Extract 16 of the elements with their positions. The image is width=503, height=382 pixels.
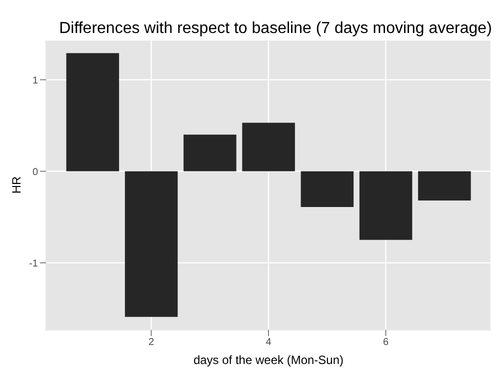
y-tick-label: -1	[29, 258, 38, 270]
bar	[124, 171, 178, 317]
y-axis-title: HR	[9, 176, 24, 194]
bar	[300, 171, 354, 207]
chart-title: Differences with respect to baseline (7 days moving average)	[58, 20, 493, 38]
bar	[418, 171, 471, 201]
y-tick-label: 0	[32, 166, 38, 178]
x-tick-label: 2	[148, 337, 154, 348]
bar	[66, 53, 120, 172]
y-tick-label: 1	[32, 75, 38, 86]
bar	[242, 122, 295, 172]
x-tick-label: 6	[382, 337, 389, 348]
x-tick-label: 4	[266, 337, 272, 348]
bar	[359, 171, 412, 240]
bar	[184, 134, 236, 172]
x-axis-title: days of the week (Mon-Sun)	[193, 353, 344, 367]
